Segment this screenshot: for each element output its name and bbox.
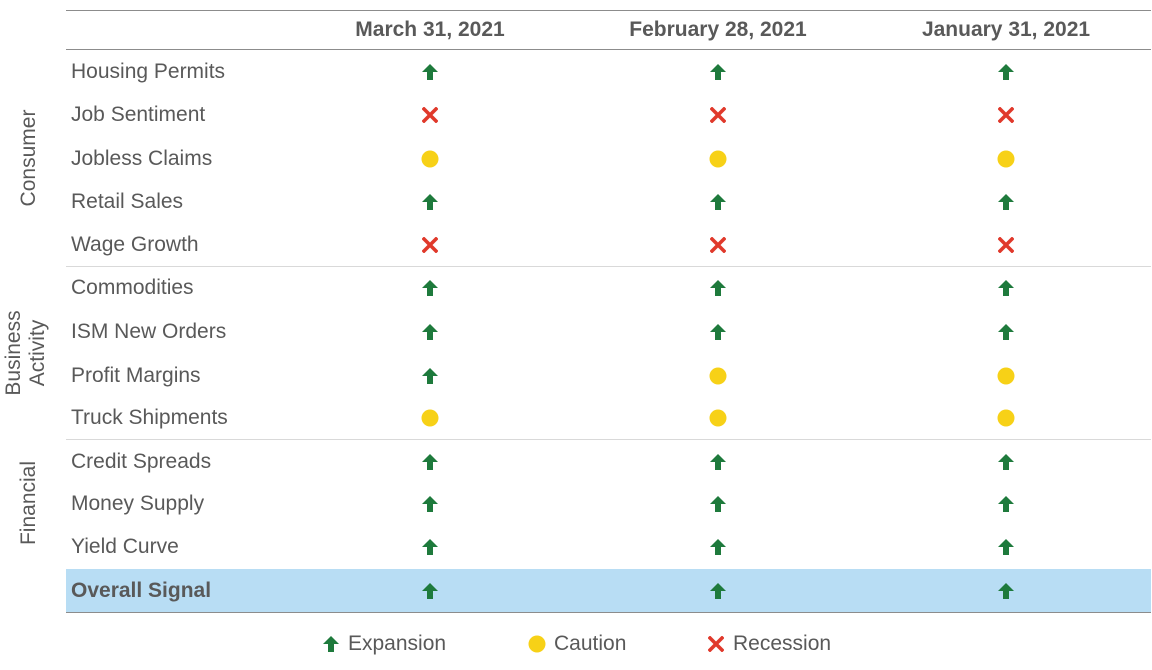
up-arrow-icon [995,493,1017,515]
circle-icon [995,148,1017,170]
column-header: March 31, 2021 [355,18,505,41]
legend-label: Recession [733,632,832,655]
up-arrow-icon [995,580,1017,602]
up-arrow-icon [707,191,729,213]
bottom-rule [66,612,1151,613]
overall-signal-band [66,569,1151,612]
up-arrow-icon [707,580,729,602]
legend-item-expansion: Expansion [320,631,446,657]
x-mark-icon [707,104,729,126]
row-label: Commodities [71,276,194,299]
row-label: Retail Sales [71,190,184,213]
up-arrow-icon [419,493,441,515]
up-arrow-icon [707,536,729,558]
x-mark-icon [995,104,1017,126]
legend-label: Caution [554,632,627,655]
up-arrow-icon [995,321,1017,343]
row-label: ISM New Orders [71,320,227,343]
up-arrow-icon [419,451,441,473]
group-label-line: Financial [17,460,40,546]
group-separator [66,266,1151,267]
circle-icon [995,365,1017,387]
circle-icon [707,407,729,429]
top-rule [66,10,1151,11]
up-arrow-icon [419,277,441,299]
up-arrow-icon [419,365,441,387]
circle-icon [995,407,1017,429]
up-arrow-icon [320,633,342,655]
up-arrow-icon [419,61,441,83]
row-label: Truck Shipments [71,406,228,429]
row-label: Credit Spreads [71,450,212,473]
up-arrow-icon [707,61,729,83]
up-arrow-icon [707,451,729,473]
circle-icon [526,633,548,655]
x-mark-icon [707,234,729,256]
row-label: Profit Margins [71,364,201,387]
legend-item-caution: Caution [526,631,626,657]
up-arrow-icon [995,277,1017,299]
x-mark-icon [705,633,727,655]
row-label: Housing Permits [71,60,226,83]
row-label: Yield Curve [71,535,179,558]
overall-signal-label: Overall Signal [71,579,212,602]
up-arrow-icon [995,451,1017,473]
column-header: January 31, 2021 [921,18,1091,41]
group-label: Financial [17,403,41,603]
up-arrow-icon [707,493,729,515]
up-arrow-icon [707,321,729,343]
up-arrow-icon [995,536,1017,558]
group-label: Consumer [17,58,41,258]
header-rule [66,49,1151,50]
up-arrow-icon [419,580,441,602]
up-arrow-icon [995,61,1017,83]
up-arrow-icon [419,321,441,343]
row-label: Jobless Claims [71,147,213,170]
column-header: February 28, 2021 [629,18,807,41]
circle-icon [419,148,441,170]
group-label-line: Consumer [17,109,40,207]
circle-icon [707,148,729,170]
up-arrow-icon [419,536,441,558]
x-mark-icon [995,234,1017,256]
group-separator [66,439,1151,440]
legend-item-recession: Recession [705,631,831,657]
row-label: Wage Growth [71,233,199,256]
row-label: Job Sentiment [71,103,206,126]
up-arrow-icon [419,191,441,213]
up-arrow-icon [995,191,1017,213]
circle-icon [419,407,441,429]
circle-icon [707,365,729,387]
row-label: Money Supply [71,492,205,515]
x-mark-icon [419,234,441,256]
up-arrow-icon [707,277,729,299]
x-mark-icon [419,104,441,126]
legend-label: Expansion [348,632,447,655]
